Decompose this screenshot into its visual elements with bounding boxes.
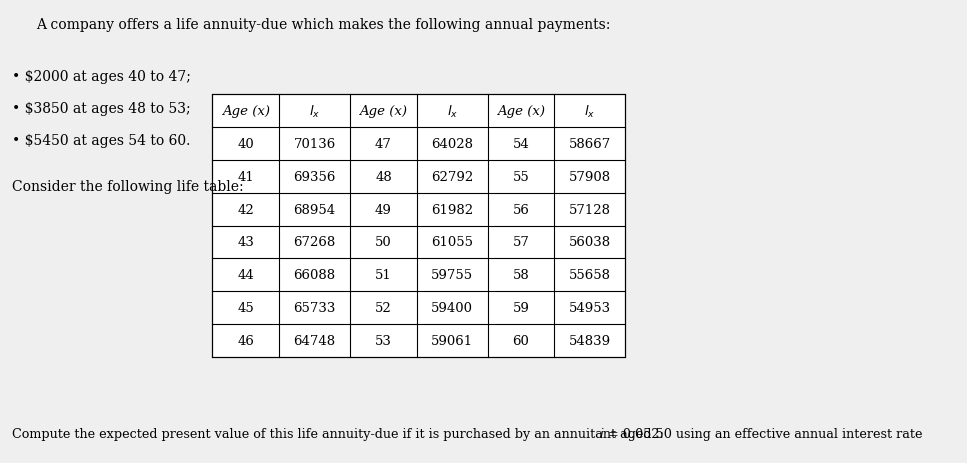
Text: 66088: 66088 bbox=[294, 269, 336, 282]
Text: 58667: 58667 bbox=[569, 138, 611, 150]
Text: 54: 54 bbox=[513, 138, 529, 150]
Text: 49: 49 bbox=[375, 203, 392, 216]
Text: 57: 57 bbox=[513, 236, 530, 249]
Text: Age (x): Age (x) bbox=[221, 105, 270, 118]
Text: • $2000 at ages 40 to 47;: • $2000 at ages 40 to 47; bbox=[12, 70, 190, 84]
Text: 53: 53 bbox=[375, 334, 392, 347]
Text: 59755: 59755 bbox=[431, 269, 473, 282]
Text: 62792: 62792 bbox=[431, 170, 474, 183]
Text: 52: 52 bbox=[375, 301, 392, 314]
Text: $l_x$: $l_x$ bbox=[584, 103, 596, 119]
Text: 46: 46 bbox=[238, 334, 254, 347]
Text: $i$: $i$ bbox=[600, 426, 604, 440]
Text: 55658: 55658 bbox=[569, 269, 611, 282]
Text: 60: 60 bbox=[513, 334, 530, 347]
Text: 56: 56 bbox=[513, 203, 530, 216]
Text: 59061: 59061 bbox=[431, 334, 473, 347]
Text: 41: 41 bbox=[238, 170, 254, 183]
Text: 64028: 64028 bbox=[431, 138, 473, 150]
Text: 59: 59 bbox=[513, 301, 530, 314]
Text: 69356: 69356 bbox=[294, 170, 336, 183]
Text: 65733: 65733 bbox=[294, 301, 336, 314]
Text: = 0.052:: = 0.052: bbox=[604, 427, 664, 440]
Text: Age (x): Age (x) bbox=[497, 105, 545, 118]
Text: Consider the following life table:: Consider the following life table: bbox=[12, 179, 244, 193]
Text: 55: 55 bbox=[513, 170, 529, 183]
Text: Age (x): Age (x) bbox=[360, 105, 407, 118]
Text: 42: 42 bbox=[238, 203, 254, 216]
Text: 58: 58 bbox=[513, 269, 529, 282]
Text: 70136: 70136 bbox=[294, 138, 336, 150]
Text: $l_x$: $l_x$ bbox=[447, 103, 457, 119]
Text: 48: 48 bbox=[375, 170, 392, 183]
Text: 64748: 64748 bbox=[294, 334, 336, 347]
Text: 56038: 56038 bbox=[569, 236, 611, 249]
Text: $l_x$: $l_x$ bbox=[309, 103, 320, 119]
Text: 59400: 59400 bbox=[431, 301, 473, 314]
Text: A company offers a life annuity-due which makes the following annual payments:: A company offers a life annuity-due whic… bbox=[36, 18, 610, 32]
Text: 45: 45 bbox=[238, 301, 254, 314]
Text: • $3850 at ages 48 to 53;: • $3850 at ages 48 to 53; bbox=[12, 102, 190, 116]
Text: 68954: 68954 bbox=[294, 203, 336, 216]
Text: 57908: 57908 bbox=[569, 170, 611, 183]
Text: 40: 40 bbox=[238, 138, 254, 150]
Text: 67268: 67268 bbox=[294, 236, 336, 249]
Text: • $5450 at ages 54 to 60.: • $5450 at ages 54 to 60. bbox=[12, 134, 190, 148]
Text: 44: 44 bbox=[238, 269, 254, 282]
Text: 54953: 54953 bbox=[569, 301, 611, 314]
Text: Compute the expected present value of this life annuity-due if it is purchased b: Compute the expected present value of th… bbox=[12, 427, 926, 440]
Text: 43: 43 bbox=[238, 236, 254, 249]
Text: 61982: 61982 bbox=[431, 203, 473, 216]
Text: 50: 50 bbox=[375, 236, 392, 249]
Text: 61055: 61055 bbox=[431, 236, 473, 249]
Text: 54839: 54839 bbox=[569, 334, 611, 347]
Text: 57128: 57128 bbox=[569, 203, 611, 216]
Text: 51: 51 bbox=[375, 269, 392, 282]
Text: 47: 47 bbox=[375, 138, 392, 150]
